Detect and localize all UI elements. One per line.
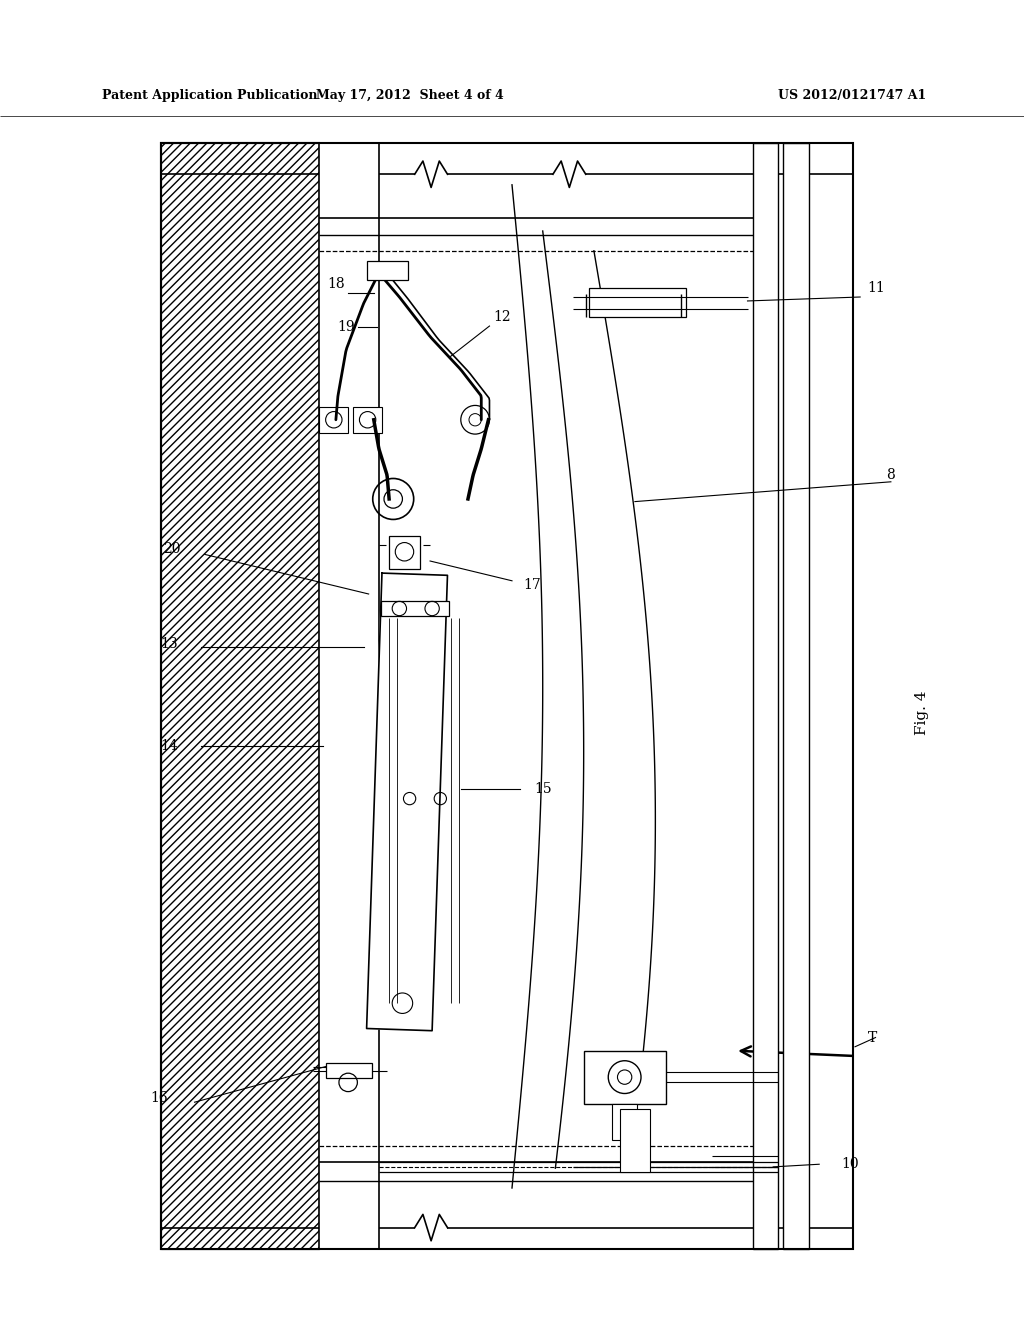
Text: 14: 14: [160, 739, 178, 752]
Bar: [381, 601, 449, 616]
Bar: [161, 143, 853, 1249]
Bar: [326, 1063, 372, 1078]
Text: T: T: [867, 1031, 878, 1044]
Text: 19: 19: [337, 321, 355, 334]
Bar: [589, 288, 686, 317]
Bar: [353, 407, 382, 433]
Bar: [753, 143, 778, 1249]
Text: 13: 13: [160, 638, 178, 651]
Bar: [319, 407, 348, 433]
Circle shape: [608, 1061, 641, 1093]
Bar: [319, 143, 379, 1249]
Text: 20: 20: [163, 543, 181, 556]
Polygon shape: [367, 573, 447, 1031]
Text: 18: 18: [327, 277, 345, 290]
Bar: [584, 1051, 666, 1104]
Text: 8: 8: [887, 469, 895, 482]
Text: Patent Application Publication: Patent Application Publication: [102, 88, 317, 102]
Text: May 17, 2012  Sheet 4 of 4: May 17, 2012 Sheet 4 of 4: [315, 88, 504, 102]
Circle shape: [395, 543, 414, 561]
Text: 10: 10: [841, 1158, 859, 1171]
Circle shape: [617, 1071, 632, 1084]
Bar: [161, 143, 319, 1249]
Text: 12: 12: [493, 310, 511, 323]
Text: Fig. 4: Fig. 4: [914, 690, 929, 735]
Bar: [612, 1104, 637, 1140]
Bar: [389, 536, 420, 569]
Text: US 2012/0121747 A1: US 2012/0121747 A1: [778, 88, 927, 102]
Text: 16: 16: [150, 1092, 168, 1105]
Bar: [367, 261, 408, 280]
Bar: [161, 143, 319, 1249]
Bar: [783, 143, 809, 1249]
Bar: [620, 1109, 650, 1172]
Text: 11: 11: [867, 281, 886, 294]
Text: 17: 17: [523, 578, 542, 591]
Text: 15: 15: [534, 783, 552, 796]
